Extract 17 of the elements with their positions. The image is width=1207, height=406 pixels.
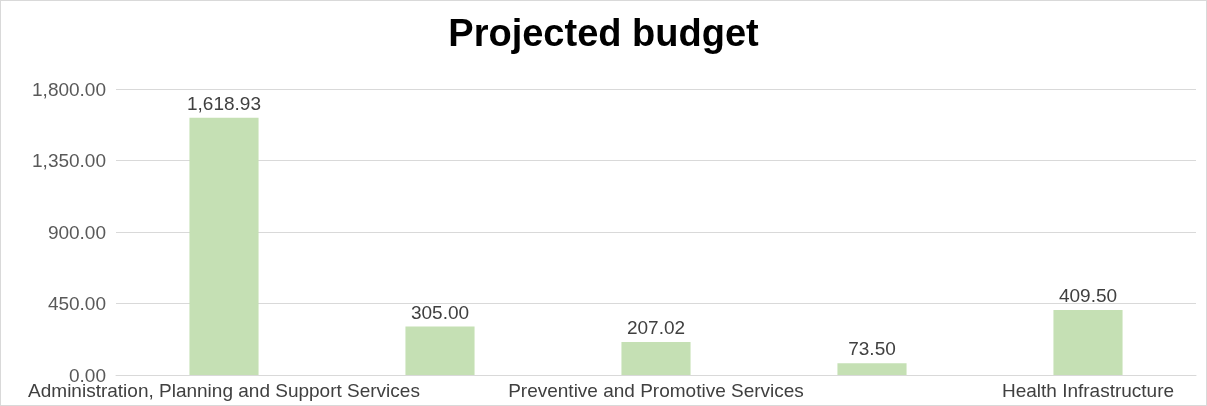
bar [837,363,907,375]
bar [621,342,691,375]
y-tick-label: 900.00 [47,221,106,243]
y-tick-label: 450.00 [47,293,106,314]
data-label: 73.50 [848,338,896,360]
bar [405,326,475,375]
data-label: 207.02 [626,317,686,339]
x-tick-label: Preventive and Promotive Services [508,380,804,401]
bar [189,117,259,375]
data-label: 305.00 [410,301,470,323]
x-tick-label: Health Infrastructure [1001,380,1175,401]
y-tick-label: 1,800.00 [32,78,106,100]
y-tick-label: 1,350.00 [32,150,106,171]
chart-title: Projected budget [448,12,760,54]
data-label: 409.50 [1058,284,1118,306]
data-label: 1,618.93 [187,92,261,114]
bar [1053,309,1123,375]
